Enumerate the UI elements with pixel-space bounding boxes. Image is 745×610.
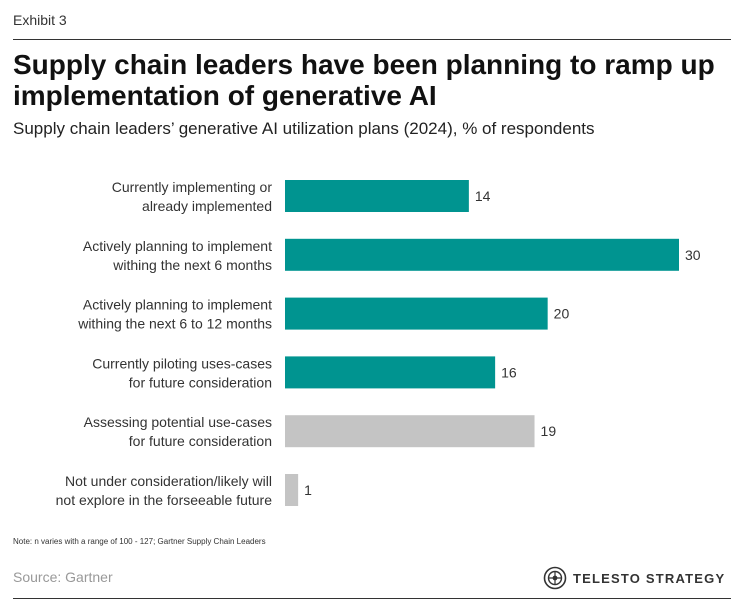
source-label: Source: Gartner (13, 569, 113, 585)
category-label: already implemented (142, 198, 272, 214)
category-label: Actively planning to implement (83, 297, 272, 313)
bar-chart: 14 Currently implementing or already imple… (56, 179, 701, 508)
chart-title: Supply chain leaders have been planning … (13, 49, 715, 111)
bar (285, 180, 469, 212)
data-label: 30 (685, 247, 701, 263)
data-label: 16 (501, 364, 517, 380)
category-label: withing the next 6 to 12 months (77, 316, 272, 332)
data-label: 1 (304, 482, 312, 498)
brand-name: TELESTO STRATEGY (573, 570, 726, 586)
category-label: withing the next 6 months (112, 257, 272, 273)
data-label: 20 (554, 306, 570, 322)
category-label: not explore in the forseeable future (56, 492, 273, 508)
category-label: Actively planning to implement (83, 238, 272, 254)
telesto-logo-icon (543, 566, 567, 590)
bar (285, 356, 496, 389)
bottom-divider (13, 598, 731, 599)
chart-note: Note: n varies with a range of 100 - 127… (13, 537, 266, 546)
category-label: for future consideration (129, 374, 272, 390)
bar (285, 415, 535, 448)
data-label: 14 (475, 188, 491, 204)
bar (285, 297, 548, 330)
chart-subtitle: Supply chain leaders’ generative AI util… (13, 119, 595, 138)
bar (285, 238, 679, 271)
category-label: Assessing potential use-cases (84, 414, 272, 430)
top-divider (13, 39, 731, 40)
category-label: for future consideration (129, 433, 272, 449)
category-label: Currently piloting uses-cases (92, 355, 272, 371)
exhibit-label: Exhibit 3 (13, 12, 67, 28)
category-label: Not under consideration/likely will (65, 473, 272, 489)
category-label: Currently implementing or (112, 179, 273, 195)
data-label: 19 (541, 423, 557, 439)
bar (285, 474, 299, 506)
brand-logo: TELESTO STRATEGY (543, 566, 725, 590)
